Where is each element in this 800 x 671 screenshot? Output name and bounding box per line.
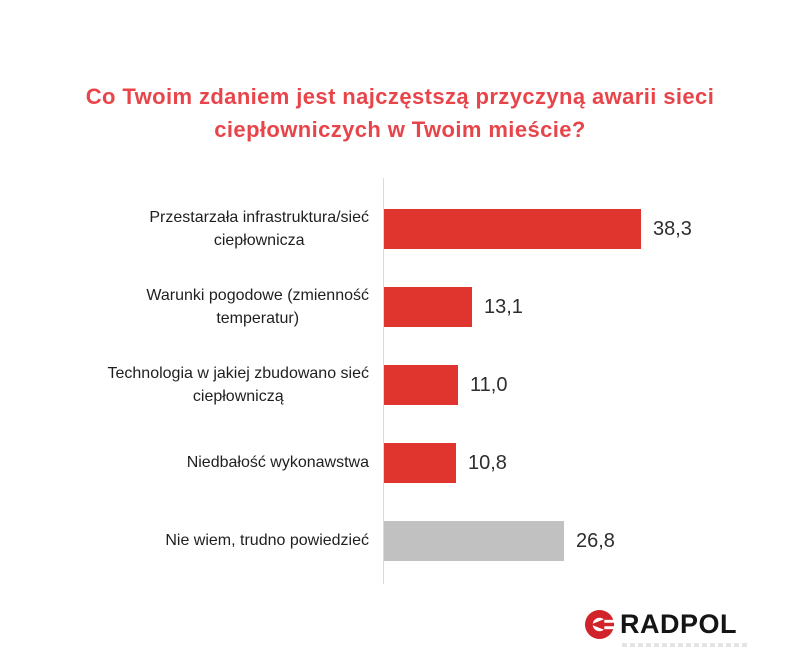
bar — [384, 209, 641, 249]
category-label: Niedbałość wykonawstwa — [186, 454, 369, 472]
value-label: 13,1 — [484, 295, 523, 318]
radpol-logo-icon — [584, 609, 615, 640]
bar — [384, 443, 456, 483]
bar — [384, 521, 564, 561]
bar — [384, 365, 458, 405]
radpol-logo-text: RADPOL — [620, 609, 737, 639]
value-label: 10,8 — [468, 451, 507, 474]
category-label: Przestarzała infrastruktura/sieć ciepłow… — [149, 208, 369, 249]
chart-rows: Przestarzała infrastruktura/sieć ciepłow… — [60, 190, 760, 580]
chart-row: Technologia w jakiej zbudowano sieć ciep… — [60, 346, 760, 424]
category-label: Nie wiem, trudno powiedzieć — [165, 532, 369, 550]
category-axis-line — [383, 178, 384, 584]
chart-row: Niedbałość wykonawstwa 10,8 — [60, 424, 760, 502]
chart-title: Co Twoim zdaniem jest najczęstszą przycz… — [85, 84, 715, 142]
value-label: 11,0 — [470, 373, 508, 396]
chart-row: Przestarzała infrastruktura/sieć ciepłow… — [60, 190, 760, 268]
value-label: 26,8 — [576, 529, 615, 552]
chart-row: Nie wiem, trudno powiedzieć 26,8 — [60, 502, 760, 580]
category-label: Technologia w jakiej zbudowano sieć ciep… — [107, 364, 370, 405]
value-label: 38,3 — [653, 217, 692, 240]
radpol-logo: RADPOL — [584, 609, 750, 647]
logo-tagline-decoration — [622, 643, 750, 647]
bar — [384, 287, 472, 327]
category-label: Warunki pogodowe (zmienność temperatur) — [146, 286, 369, 327]
chart-row: Warunki pogodowe (zmienność temperatur) 1… — [60, 268, 760, 346]
bar-chart: Przestarzała infrastruktura/sieć ciepłow… — [60, 178, 760, 584]
